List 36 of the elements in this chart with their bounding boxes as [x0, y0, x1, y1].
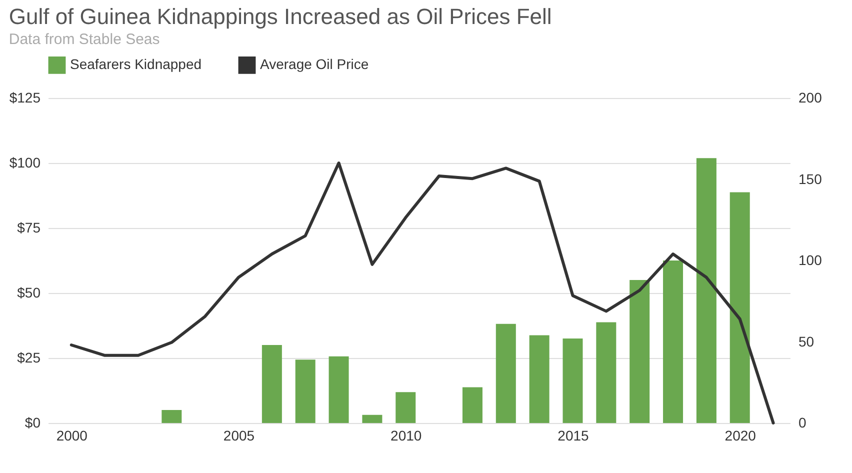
- bar: [562, 338, 583, 423]
- chart-title: Gulf of Guinea Kidnappings Increased as Oil Prices Fell: [8, 4, 552, 29]
- y-tick-label: $100: [9, 154, 41, 170]
- x-tick-label: 2010: [390, 428, 422, 444]
- bar: [696, 158, 716, 423]
- bar: [663, 260, 684, 423]
- chart-subtitle: Data from Stable Seas: [8, 31, 160, 48]
- x-tick-label: 2020: [724, 428, 756, 444]
- bar: [295, 360, 316, 423]
- y-tick-label: $25: [17, 350, 41, 366]
- y2-tick-label: 200: [798, 90, 822, 106]
- y-tick-label: $50: [17, 284, 41, 300]
- bar: [462, 387, 482, 423]
- y-tick-label: $75: [17, 220, 41, 236]
- bar: [328, 356, 349, 423]
- y-tick-label: $0: [24, 414, 41, 430]
- bar: [162, 410, 182, 423]
- x-tick-label: 2000: [56, 428, 88, 444]
- bar: [596, 322, 616, 423]
- bar: [262, 345, 282, 423]
- y-tick-label: $125: [9, 90, 41, 106]
- bar: [396, 392, 416, 423]
- y2-tick-label: 100: [798, 252, 822, 268]
- legend-label: Average Oil Price: [260, 56, 369, 72]
- y2-tick-label: 50: [798, 333, 814, 350]
- x-tick-label: 2015: [558, 428, 590, 444]
- x-tick-label: 2005: [223, 428, 255, 444]
- y2-tick-label: 0: [798, 414, 806, 430]
- bar: [630, 280, 650, 423]
- y2-tick-label: 150: [798, 170, 822, 187]
- bar: [529, 335, 550, 423]
- bar: [362, 414, 382, 423]
- bar: [730, 192, 750, 423]
- bar: [496, 324, 516, 423]
- line-series: [70, 162, 775, 424]
- legend-label: Seafarers Kidnapped: [70, 56, 202, 72]
